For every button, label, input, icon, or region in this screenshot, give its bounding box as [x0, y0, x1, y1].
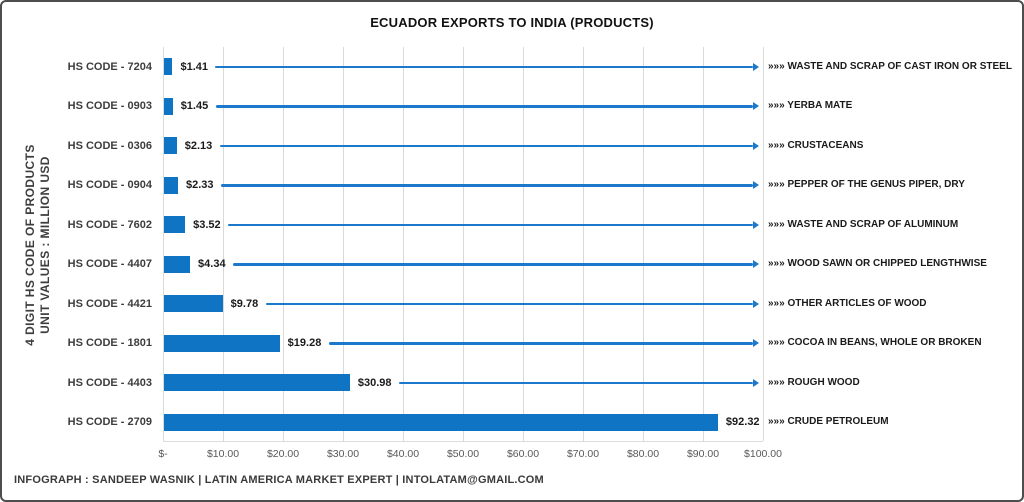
leader-line: [219, 144, 753, 147]
bar: [164, 374, 350, 392]
gridline: [343, 47, 344, 441]
gridline: [283, 47, 284, 441]
leader-line: [328, 342, 753, 345]
value-label: $2.33: [185, 179, 214, 192]
leader-arrow-icon: [753, 260, 759, 269]
category-label: HS CODE - 4407: [67, 258, 152, 271]
value-label: $3.52: [193, 218, 221, 231]
value-label: $92.32: [725, 416, 760, 429]
value-label: $30.98: [357, 376, 392, 389]
product-label: »»» OTHER ARTICLES OF WOOD: [768, 297, 927, 309]
product-label: »»» YERBA MATE: [768, 100, 853, 112]
product-label: »»» COCOA IN BEANS, WHOLE OR BROKEN: [768, 337, 982, 349]
gridline: [703, 47, 704, 441]
leader-line: [215, 105, 753, 108]
leader-line: [220, 184, 753, 187]
x-tick-label: $60.00: [506, 448, 540, 460]
product-label: »»» CRUSTACEANS: [768, 139, 864, 151]
x-tick-label: $10.00: [206, 448, 240, 460]
bar: [164, 216, 186, 234]
gridline: [163, 47, 164, 441]
leader-arrow-icon: [753, 339, 759, 348]
gridline: [403, 47, 404, 441]
bar: [164, 413, 718, 431]
value-label: $1.45: [180, 100, 209, 113]
bar: [164, 58, 173, 76]
category-label: HS CODE - 7602: [67, 218, 152, 231]
gridline: [463, 47, 464, 441]
leader-arrow-icon: [753, 62, 759, 71]
value-label: $9.78: [230, 297, 259, 310]
x-tick-label: $90.00: [686, 448, 720, 460]
chart-title: ECUADOR EXPORTS TO INDIA (PRODUCTS): [370, 15, 654, 30]
value-label: $1.41: [180, 60, 208, 73]
y-axis-label: 4 DIGIT HS CODE OF PRODUCTS UNIT VALUES …: [23, 144, 53, 345]
product-label: »»» WASTE AND SCRAP OF ALUMINUM: [768, 218, 959, 230]
x-tick-label: $-: [158, 448, 168, 460]
x-tick-label: $30.00: [326, 448, 360, 460]
leader-arrow-icon: [753, 141, 759, 150]
leader-arrow-icon: [753, 220, 759, 229]
value-label: $2.13: [184, 139, 213, 152]
gridline: [223, 47, 224, 441]
category-label: HS CODE - 4421: [67, 297, 152, 310]
bar: [164, 334, 280, 352]
category-label: HS CODE - 0306: [67, 139, 152, 152]
product-label: »»» WASTE AND SCRAP OF CAST IRON OR STEE…: [768, 60, 1012, 72]
x-tick-label: $20.00: [266, 448, 300, 460]
category-label: HS CODE - 0903: [67, 100, 152, 113]
gridline: [583, 47, 584, 441]
category-label: HS CODE - 1801: [67, 337, 152, 350]
footer-credit: INFOGRAPH : SANDEEP WASNIK | LATIN AMERI…: [14, 474, 544, 486]
value-label: $19.28: [287, 337, 322, 350]
value-label: $4.34: [198, 258, 226, 271]
leader-line: [265, 302, 753, 305]
leader-arrow-icon: [753, 378, 759, 387]
leader-line: [398, 381, 753, 384]
bar: [164, 137, 177, 155]
x-tick-label: $80.00: [626, 448, 660, 460]
leader-line: [233, 263, 753, 266]
bar: [164, 176, 178, 194]
y-axis-label-line-2: UNIT VALUES : MILLION USD: [38, 156, 52, 334]
category-label: HS CODE - 0904: [67, 179, 152, 192]
bar: [164, 97, 173, 115]
y-axis-label-line-1: 4 DIGIT HS CODE OF PRODUCTS: [23, 144, 37, 346]
product-label: »»» ROUGH WOOD: [768, 376, 860, 388]
gridline: [763, 47, 764, 441]
plot-area: [163, 47, 764, 442]
leader-line: [215, 65, 753, 68]
bar: [164, 295, 223, 313]
x-tick-label: $40.00: [386, 448, 420, 460]
category-label: HS CODE - 2709: [67, 416, 152, 429]
leader-arrow-icon: [753, 102, 759, 111]
leader-arrow-icon: [753, 299, 759, 308]
product-label: »»» WOOD SAWN OR CHIPPED LENGTHWISE: [768, 258, 987, 270]
x-tick-label: $50.00: [446, 448, 480, 460]
gridline: [643, 47, 644, 441]
gridline: [523, 47, 524, 441]
product-label: »»» CRUDE PETROLEUM: [768, 416, 889, 428]
x-tick-label: $100.00: [744, 448, 782, 460]
category-label: HS CODE - 7204: [67, 60, 152, 73]
leader-line: [228, 223, 753, 226]
leader-arrow-icon: [753, 181, 759, 190]
bar: [164, 255, 191, 273]
product-label: »»» PEPPER OF THE GENUS PIPER, DRY: [768, 179, 965, 191]
x-tick-label: $70.00: [566, 448, 600, 460]
category-label: HS CODE - 4403: [67, 376, 152, 389]
